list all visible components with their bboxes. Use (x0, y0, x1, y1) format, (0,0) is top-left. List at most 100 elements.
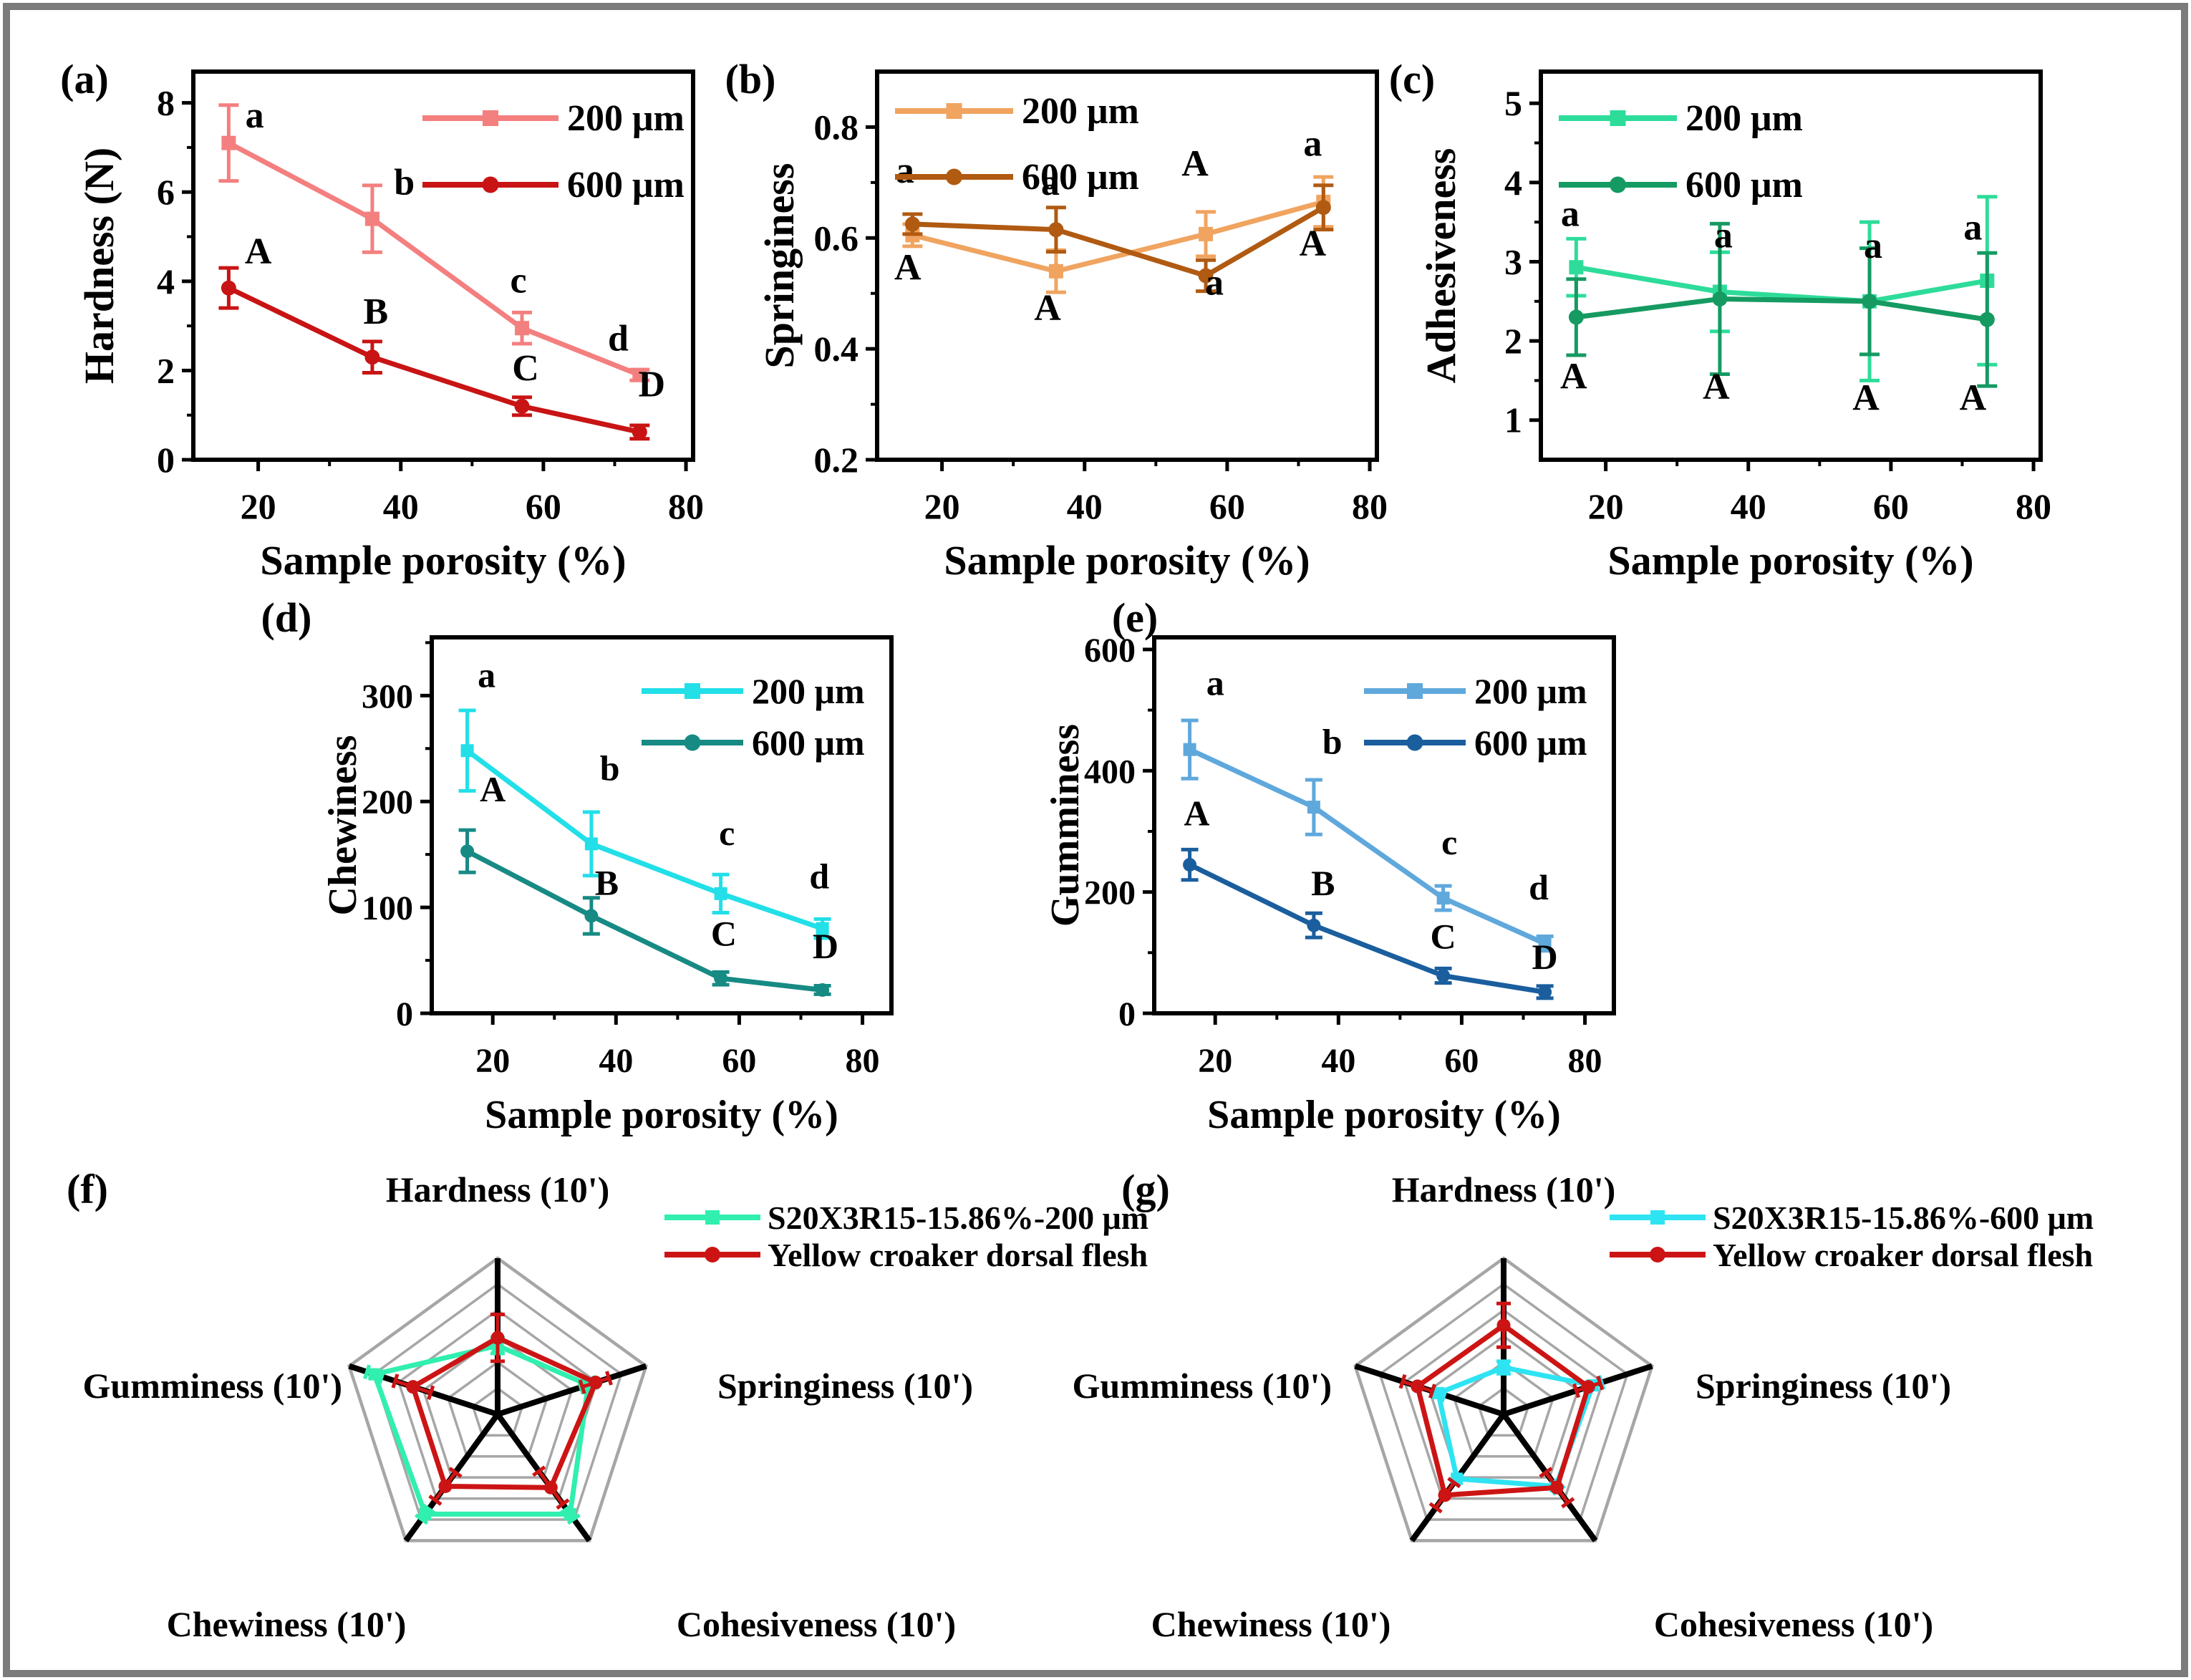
series-600μm (902, 183, 1334, 294)
series-marker (1048, 222, 1064, 238)
radar-error-cap (1596, 1375, 1605, 1391)
radar-polygon (371, 1343, 591, 1517)
radar-error-cap (391, 1374, 400, 1389)
x-axis-title: Sample porosity (%) (485, 1093, 838, 1137)
x-axis-title: Sample porosity (%) (1607, 537, 1973, 584)
series-200μm (1181, 718, 1554, 953)
y-tick-label: 1 (1504, 400, 1522, 440)
series-marker (1183, 743, 1196, 756)
radar-error-cap (1572, 1383, 1581, 1399)
radar-grid-ring (347, 1256, 648, 1543)
significance-letter: B (364, 291, 389, 332)
series-line (465, 849, 823, 993)
significance-letter: a (1041, 163, 1060, 203)
y-tick-label: 100 (362, 889, 413, 927)
plot-frame (191, 69, 695, 462)
series-line (1189, 862, 1546, 995)
panel-b: 20 40 60 80 0.2 0.4 0.6 0.8 Sample porosity (%) S… (725, 56, 1388, 584)
radar-axis-label: Cohesiveness (10') (1654, 1604, 1933, 1644)
series-600μm (458, 828, 831, 997)
plot-frame (430, 635, 894, 1015)
series-marker (705, 1210, 720, 1225)
legend-label: Yellow croaker dorsal flesh (768, 1237, 1148, 1273)
panel-label-c: (c) (1389, 56, 1435, 102)
y-axis-title: Gumminess (1043, 724, 1088, 927)
y-tick-label: 8 (157, 83, 175, 123)
y-tick-label: 0.2 (814, 440, 859, 480)
x-tick-label: 40 (599, 1042, 633, 1080)
x-tick-label: 40 (1731, 486, 1766, 526)
plot-frame (1539, 69, 2043, 462)
series-marker (684, 734, 701, 751)
radar-error-cap (1428, 1384, 1436, 1399)
series-600μm (218, 266, 650, 441)
x-tick-label: 80 (1352, 486, 1388, 526)
significance-letter: C (1431, 916, 1456, 956)
radar-error-cap (556, 1498, 570, 1510)
legend-label: Yellow croaker dorsal flesh (1713, 1237, 2093, 1273)
significance-letter: B (1311, 863, 1335, 903)
series-marker (714, 971, 728, 985)
x-tick-label: 60 (526, 486, 561, 526)
series-marker (1438, 1488, 1452, 1502)
significance-letter: a (478, 655, 495, 695)
x-tick-label: 20 (924, 486, 960, 526)
series-marker (483, 110, 498, 126)
series-line (227, 140, 641, 377)
radar-grid-ring (1452, 1361, 1555, 1458)
y-axis-title: Hardness (N) (76, 148, 122, 384)
series-marker (1538, 985, 1552, 999)
legend-label: 200 μm (1685, 98, 1803, 139)
y-tick-label: 0 (157, 440, 175, 480)
radar-grid-ring (1378, 1283, 1629, 1521)
legend-label: 600 μm (752, 723, 865, 763)
series-marker (632, 424, 647, 440)
y-axis-title: Springiness (756, 163, 803, 369)
significance-letter: D (1532, 937, 1558, 977)
radar-error-cap (428, 1495, 442, 1506)
radar-polygon (1435, 1364, 1597, 1490)
y-tick-label: 300 (362, 677, 413, 715)
significance-letter: A (1703, 367, 1730, 407)
panel-label-e: (e) (1112, 594, 1158, 641)
series-marker (460, 844, 475, 859)
legend-label: 200 μm (752, 671, 865, 711)
series-marker (685, 683, 700, 699)
series-marker (1406, 734, 1423, 751)
radar-error-cap (1398, 1374, 1407, 1389)
x-tick-label: 20 (1588, 486, 1624, 526)
radar-axis-label: Hardness (10') (386, 1169, 610, 1210)
significance-letter: a (1963, 207, 1982, 248)
legend-b: 200 μm 600 μm (895, 91, 1139, 198)
x-tick-label: 80 (846, 1042, 880, 1080)
radar-axis-label: Gumminess (10') (1073, 1366, 1333, 1406)
series-marker (438, 1479, 453, 1494)
radar-axis-label: Gumminess (10') (83, 1366, 343, 1406)
y-tick-label: 200 (362, 783, 413, 821)
series-marker (584, 909, 599, 923)
x-axis-title: Sample porosity (%) (260, 537, 626, 584)
panel-d: 20 40 60 80 0 100 200 300 Sample porosity (%) Che… (261, 594, 894, 1137)
radar-grid-ring (446, 1361, 549, 1458)
series-600μm (1181, 847, 1554, 1000)
series-200μm (1566, 195, 1998, 382)
series-line (912, 205, 1325, 279)
significance-letter: a (1205, 262, 1224, 303)
panel-label-g: (g) (1121, 1166, 1170, 1212)
y-tick-label: 5 (1504, 83, 1522, 123)
series-200μm (458, 708, 831, 940)
series-marker (543, 1480, 558, 1495)
radar-error-cap (448, 1467, 463, 1479)
radar-axis-label: Cohesiveness (10') (677, 1604, 956, 1644)
y-tick-label: 400 (1084, 753, 1136, 791)
series-marker (368, 1368, 381, 1381)
series-marker (1568, 309, 1584, 325)
series-marker (515, 321, 530, 336)
panel-g: Hardness (10') Springiness (10') Cohesiven… (1073, 1166, 2094, 1644)
significance-letter: A (1184, 793, 1209, 834)
plot-frame (1152, 635, 1616, 1015)
series-marker (816, 983, 830, 997)
series-marker (1432, 1386, 1445, 1399)
significance-letter: d (809, 856, 829, 896)
